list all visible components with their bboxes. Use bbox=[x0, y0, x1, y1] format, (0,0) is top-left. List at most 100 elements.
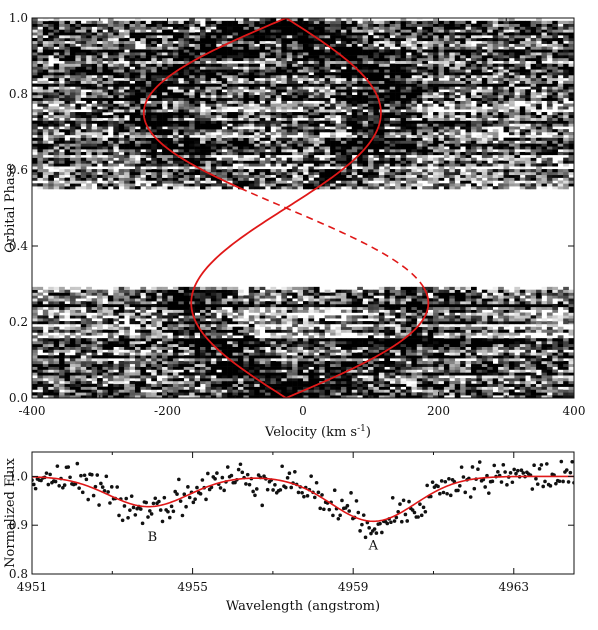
heatmap-cell bbox=[124, 341, 130, 345]
heatmap-cell bbox=[487, 378, 493, 382]
heatmap-cell bbox=[145, 306, 152, 310]
heatmap-cell bbox=[492, 157, 499, 161]
heatmap-cell bbox=[183, 386, 190, 390]
heatmap-cell bbox=[210, 392, 217, 396]
heatmap-cell bbox=[378, 375, 385, 379]
heatmap-cell bbox=[536, 298, 542, 302]
heatmap-cell bbox=[227, 360, 233, 365]
heatmap-cell bbox=[297, 295, 304, 299]
heatmap-cell bbox=[476, 306, 483, 310]
heatmap-cell bbox=[525, 346, 531, 350]
heatmap-cell bbox=[286, 332, 293, 336]
heatmap-cell bbox=[454, 355, 461, 359]
heatmap-cell bbox=[243, 160, 250, 164]
heatmap-cell bbox=[416, 292, 423, 296]
heatmap-cell bbox=[563, 366, 569, 370]
heatmap-cell bbox=[254, 295, 260, 299]
heatmap-cell bbox=[210, 312, 217, 316]
heatmap-cell bbox=[362, 301, 369, 305]
heatmap-cell bbox=[237, 341, 244, 345]
heatmap-cell bbox=[183, 312, 190, 316]
heatmap-cell bbox=[86, 169, 92, 173]
heatmap-cell bbox=[248, 358, 255, 362]
heatmap-cell bbox=[319, 392, 325, 396]
heatmap-cell bbox=[265, 321, 271, 325]
heatmap-cell bbox=[362, 151, 369, 156]
heatmap-cell bbox=[378, 289, 385, 293]
heatmap-cell bbox=[340, 146, 347, 150]
heatmap-cell bbox=[254, 352, 260, 356]
heatmap-cell bbox=[422, 303, 428, 308]
heatmap-cell bbox=[210, 363, 217, 367]
heatmap-cell bbox=[64, 157, 71, 161]
heatmap-cell bbox=[129, 137, 136, 141]
heatmap-cell bbox=[59, 286, 65, 290]
heatmap-cell bbox=[427, 395, 434, 398]
heatmap-cell bbox=[498, 286, 504, 290]
heatmap-cell bbox=[460, 318, 466, 322]
heatmap-cell bbox=[438, 177, 445, 181]
heatmap-cell bbox=[514, 380, 521, 385]
heatmap-cell bbox=[162, 137, 168, 141]
heatmap-cell bbox=[362, 338, 369, 342]
heatmap-cell bbox=[281, 292, 288, 296]
heatmap-cell bbox=[460, 180, 466, 184]
heatmap-cell bbox=[405, 343, 412, 347]
heatmap-cell bbox=[400, 346, 407, 350]
heatmap-cell bbox=[243, 343, 250, 347]
heatmap-cell bbox=[162, 174, 168, 178]
heatmap-cell bbox=[389, 378, 396, 382]
heatmap-cell bbox=[405, 326, 412, 330]
heatmap-cell bbox=[91, 292, 98, 296]
heatmap-cell bbox=[69, 321, 76, 325]
heatmap-cell bbox=[563, 180, 569, 184]
heatmap-cell bbox=[102, 363, 109, 367]
heatmap-cell bbox=[275, 375, 282, 379]
heatmap-cell bbox=[265, 338, 271, 342]
heatmap-cell bbox=[465, 346, 472, 350]
heatmap-cell bbox=[151, 375, 157, 379]
heatmap-cell bbox=[508, 171, 515, 176]
heatmap-cell bbox=[411, 343, 418, 347]
heatmap-cell bbox=[275, 312, 282, 316]
heatmap-cell bbox=[319, 295, 325, 299]
heatmap-cell bbox=[481, 169, 488, 173]
heatmap-cell bbox=[237, 309, 244, 313]
heatmap-cell bbox=[373, 151, 380, 156]
heatmap-cell bbox=[75, 149, 82, 153]
heatmap-cell bbox=[107, 363, 114, 367]
heatmap-cell bbox=[69, 355, 76, 359]
heatmap-cell bbox=[503, 154, 510, 158]
heatmap-cell bbox=[422, 174, 428, 178]
heatmap-cell bbox=[454, 363, 461, 367]
heatmap-cell bbox=[134, 177, 141, 181]
heatmap-cell bbox=[422, 375, 428, 379]
heatmap-cell bbox=[178, 292, 185, 296]
heatmap-cell bbox=[129, 174, 136, 178]
heatmap-cell bbox=[411, 298, 418, 302]
heatmap-cell bbox=[221, 380, 228, 385]
heatmap-cell bbox=[563, 306, 569, 310]
heatmap-cell bbox=[140, 355, 147, 359]
heatmap-cell bbox=[200, 380, 206, 385]
heatmap-cell bbox=[411, 363, 418, 367]
heatmap-cell bbox=[162, 341, 168, 345]
heatmap-cell bbox=[498, 183, 504, 187]
heatmap-cell bbox=[189, 383, 195, 387]
heatmap-cell bbox=[189, 186, 195, 190]
heatmap-cell bbox=[205, 289, 212, 293]
heatmap-cell bbox=[416, 174, 423, 178]
heatmap-cell bbox=[519, 151, 526, 156]
heatmap-cell bbox=[69, 309, 76, 313]
heatmap-cell bbox=[471, 303, 477, 308]
heatmap-cell bbox=[286, 389, 293, 393]
heatmap-cell bbox=[308, 321, 315, 325]
heatmap-cell bbox=[454, 352, 461, 356]
heatmap-cell bbox=[129, 177, 136, 181]
heatmap-cell bbox=[546, 301, 553, 305]
heatmap-cell bbox=[86, 177, 92, 181]
heatmap-cell bbox=[254, 171, 260, 176]
heatmap-cell bbox=[270, 369, 277, 373]
heatmap-cell bbox=[172, 295, 179, 299]
heatmap-cell bbox=[232, 180, 239, 184]
